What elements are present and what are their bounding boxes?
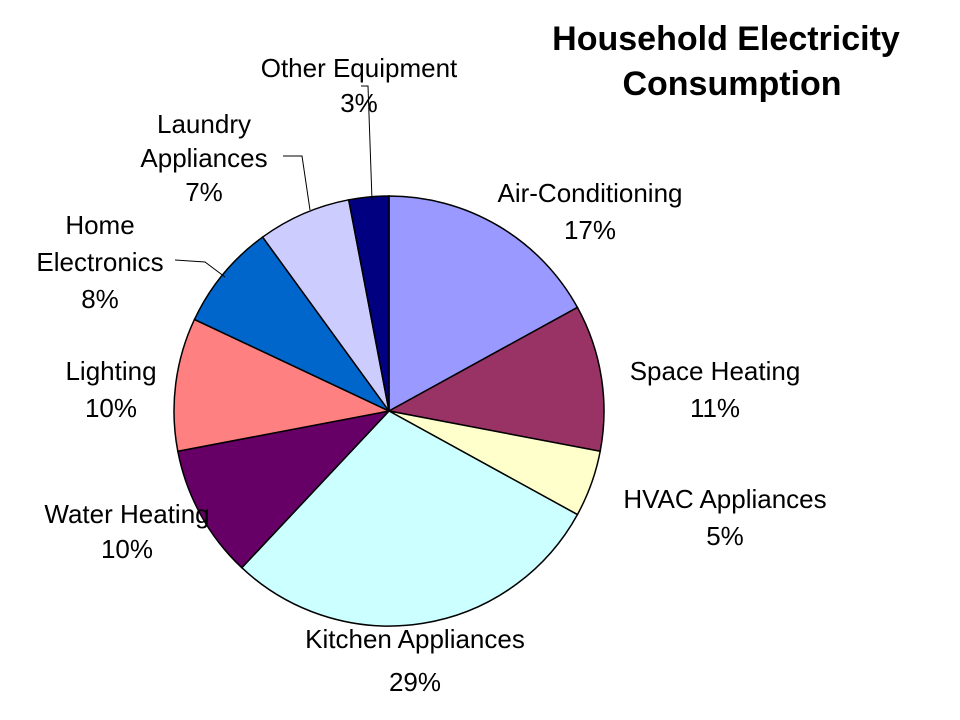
leader-line-home-electronics [174, 259, 226, 278]
pie-slices [173, 195, 605, 627]
leader-lines [174, 85, 373, 278]
slice-label-space-heating: Space Heating 11% [630, 356, 801, 423]
slice-label-kitchen-appliances: Kitchen Appliances 29% [305, 624, 525, 697]
slice-label-lighting: Lighting 10% [65, 356, 156, 423]
slice-label-home-electronics: Home Electronics 8% [36, 210, 163, 314]
leader-line-other-equipment [361, 85, 373, 201]
chart-title-line-2: Consumption [622, 65, 841, 103]
pie-slice-water-heating [176, 409, 392, 569]
slice-label-hvac-appliances: HVAC Appliances 5% [623, 484, 826, 551]
pie-slice-space-heating [386, 306, 605, 453]
leader-line-laundry-appliances [283, 155, 311, 211]
slice-label-other-equipment: Other Equipment 3% [261, 53, 458, 118]
chart-title-line-1: Household Electricity [552, 20, 900, 58]
pie-slice-air-conditioning [388, 195, 579, 413]
slice-label-laundry-appliances: Laundry Appliances 7% [140, 109, 267, 207]
slice-label-water-heating: Water Heating 10% [44, 499, 209, 564]
slice-labels: Air-Conditioning 17% Space Heating 11% HVAC … [36, 53, 826, 697]
slice-label-air-conditioning: Air-Conditioning 17% [498, 178, 683, 245]
pie-slice-kitchen-appliances [240, 410, 579, 627]
pie-slice-lighting [173, 318, 392, 453]
pie-slice-other-equipment [347, 195, 390, 412]
pie-slice-home-electronics [193, 236, 390, 412]
